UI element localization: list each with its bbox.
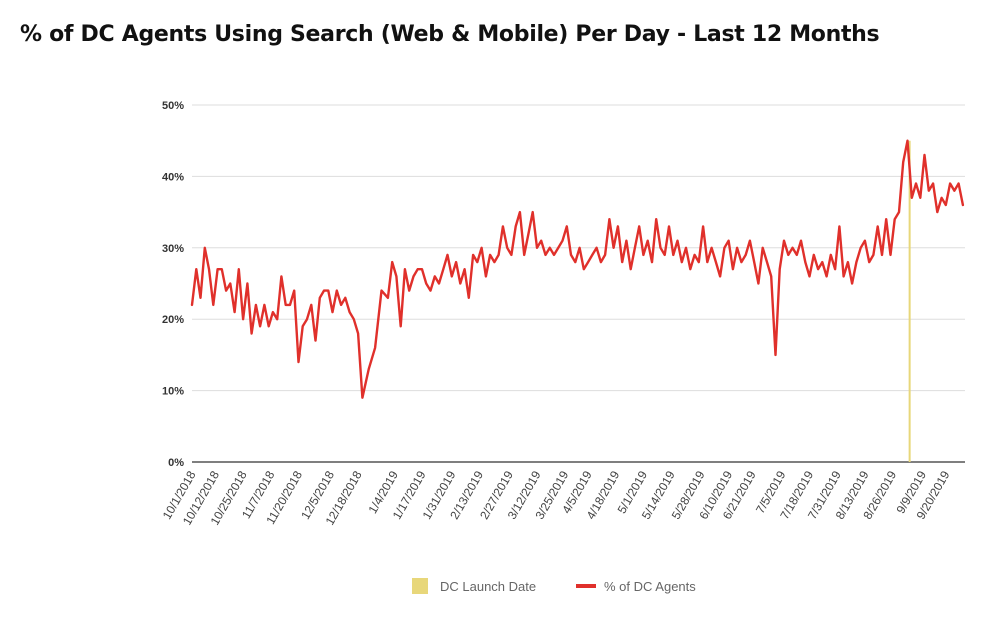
grid-lines (192, 104, 965, 463)
x-axis: 10/1/201810/12/201810/25/201811/7/201811… (160, 468, 953, 527)
y-axis: 0% 10% 20% 30% 40% 50% (162, 100, 184, 469)
legend: DC Launch Date % of DC Agents (412, 578, 696, 594)
chart-title: % of DC Agents Using Search (Web & Mobil… (20, 22, 880, 47)
series-line (190, 139, 965, 399)
y-tick-label: 30% (162, 243, 184, 255)
legend-label-series: % of DC Agents (604, 579, 696, 594)
legend-label-launch: DC Launch Date (440, 579, 536, 594)
series-layer (190, 139, 965, 399)
y-tick-label: 20% (162, 314, 184, 326)
y-tick-label: 40% (162, 171, 184, 183)
y-tick-label: 0% (168, 457, 184, 469)
y-tick-label: 10% (162, 386, 184, 398)
y-tick-label: 50% (162, 100, 184, 112)
legend-swatch-launch (412, 578, 428, 594)
